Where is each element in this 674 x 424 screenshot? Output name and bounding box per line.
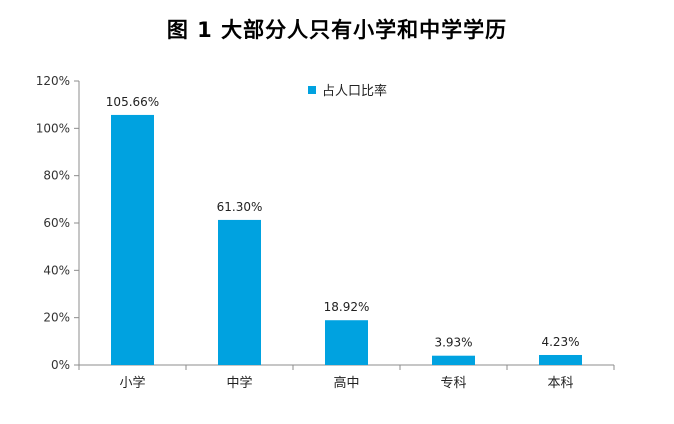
y-tick-label: 60% <box>43 216 70 230</box>
bar <box>218 219 261 365</box>
y-tick-label: 0% <box>51 358 70 372</box>
data-label: 105.66% <box>106 95 159 109</box>
y-tick-label: 80% <box>43 169 70 183</box>
data-label: 61.30% <box>217 200 263 214</box>
bars <box>111 114 582 365</box>
legend: 占人口比率 <box>308 83 387 99</box>
data-labels: 105.66% 61.30% 18.92% 3.93% 4.23% <box>106 95 580 350</box>
legend-swatch <box>308 86 316 94</box>
data-label: 4.23% <box>541 335 579 349</box>
y-tick-label: 100% <box>36 121 70 135</box>
legend-label: 占人口比率 <box>322 83 387 99</box>
x-tick-label: 小学 <box>119 375 145 391</box>
chart-title: 图 1 大部分人只有小学和中学学历 <box>166 18 508 42</box>
y-tick-label: 120% <box>36 74 70 88</box>
bar <box>111 114 154 365</box>
bar <box>432 355 475 365</box>
x-tick-label: 专科 <box>440 376 466 391</box>
x-tick-label: 高中 <box>333 375 359 391</box>
data-label: 3.93% <box>434 336 472 350</box>
y-tick-label: 40% <box>43 263 70 277</box>
x-tick-label: 中学 <box>226 375 252 391</box>
bar <box>539 354 582 365</box>
bar <box>325 320 368 365</box>
y-tick-label: 20% <box>43 311 70 325</box>
data-label: 18.92% <box>324 300 370 314</box>
x-tick-label: 本科 <box>547 376 573 391</box>
